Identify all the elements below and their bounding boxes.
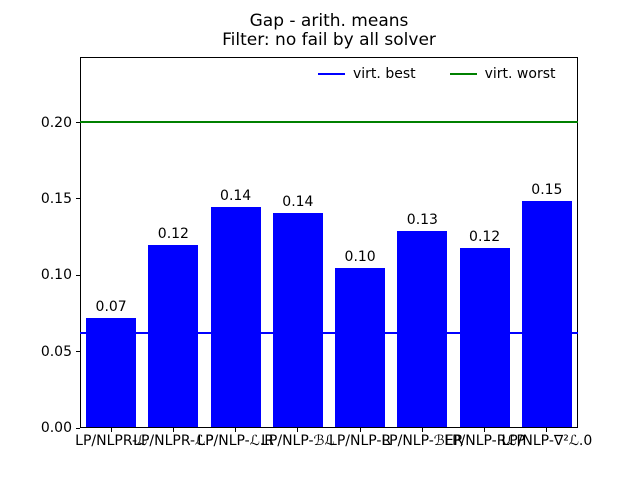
bar-value-label: 0.12	[157, 225, 189, 242]
x-tick-mark	[172, 428, 174, 432]
virt-best-line	[80, 332, 578, 335]
virt-worst-line-swatch	[449, 73, 477, 75]
y-tick-mark	[76, 351, 80, 353]
chart-title: Gap - arith. means Filter: no fail by al…	[80, 12, 578, 50]
x-tick-mark	[546, 428, 548, 432]
legend-label-virt-worst: virt. worst	[484, 66, 556, 82]
bar	[272, 212, 323, 427]
x-tick-label: LP/NLP-∇²ℒ.0	[501, 433, 593, 449]
bar-value-label: 0.14	[282, 193, 314, 210]
bar	[148, 244, 199, 427]
bar-value-label: 0.13	[406, 212, 438, 229]
y-tick-mark	[76, 198, 80, 200]
legend-item-virt-best: virt. best	[318, 66, 416, 82]
bar-value-label: 0.12	[469, 228, 501, 245]
bar-value-label: 0.14	[220, 187, 252, 204]
legend-label-virt-best: virt. best	[353, 66, 416, 82]
x-tick-label: LP/NLP-ℒ.R	[197, 433, 274, 449]
bar	[335, 267, 386, 427]
bar-value-label: 0.10	[344, 248, 376, 265]
y-tick-mark	[76, 274, 80, 276]
x-tick-mark	[359, 428, 361, 432]
y-tick-label: 0.05	[40, 343, 72, 360]
y-tick-mark	[76, 122, 80, 124]
bar-value-label: 0.07	[95, 299, 127, 316]
y-tick-mark	[76, 427, 80, 429]
x-tick-label: LP/NLP-RℒP	[444, 433, 525, 449]
y-tick-label: 0.20	[40, 114, 72, 131]
x-tick-mark	[235, 428, 237, 432]
virt-best-line-swatch	[318, 73, 345, 75]
chart-title-line2: Filter: no fail by all solver	[222, 30, 436, 50]
y-tick-label: 0.15	[40, 190, 72, 207]
x-tick-mark	[297, 428, 299, 432]
y-tick-label: 0.00	[40, 420, 72, 436]
legend-item-virt-worst: virt. worst	[449, 66, 556, 82]
bar	[459, 247, 510, 427]
chart-title-line1: Gap - arith. means	[249, 11, 409, 31]
y-tick-label: 0.10	[40, 267, 72, 284]
x-tick-label: LP/NLPR-ℒ	[75, 433, 148, 449]
legend: virt. best virt. worst	[318, 66, 555, 82]
bar-value-label: 0.15	[531, 181, 563, 198]
x-tick-label: LP/NLP-ℬER	[381, 433, 464, 449]
x-tick-mark	[421, 428, 423, 432]
bar	[397, 231, 448, 427]
x-tick-label: LP/NLP-R	[329, 433, 392, 449]
bar	[86, 318, 137, 427]
x-tick-mark	[110, 428, 112, 432]
x-tick-label: LP/NLPR-ℒP	[133, 433, 214, 449]
virt-worst-line	[80, 120, 578, 123]
x-tick-label: LP/NLP-ℬℒ	[261, 433, 335, 449]
bar	[210, 206, 261, 427]
bar	[521, 200, 572, 427]
x-tick-mark	[484, 428, 486, 432]
